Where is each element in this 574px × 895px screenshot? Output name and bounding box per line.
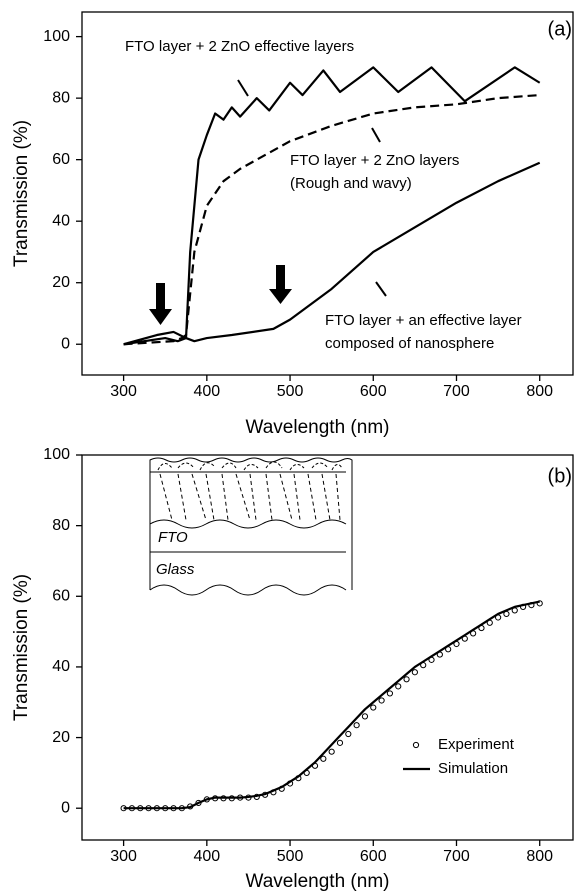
- arrow: [269, 265, 292, 304]
- y-tick-label: 100: [43, 28, 70, 45]
- chart-panel: 300 400 500 600 700 800 0 20 40 60 80 100 Wavelength…: [11, 446, 574, 892]
- data-point: [386, 690, 394, 697]
- y-tick-label: 0: [61, 335, 70, 352]
- arrow: [149, 283, 172, 325]
- data-point: [353, 722, 360, 729]
- leader-line: [375, 281, 387, 297]
- annotation: FTO layer + 2 ZnO layers: [290, 152, 459, 169]
- plot-frame: [81, 11, 574, 376]
- y-tick-label: 60: [52, 588, 70, 605]
- data-line: [123, 600, 540, 810]
- x-tick-label: 800: [526, 848, 553, 865]
- inset-wavy-interface: [149, 519, 347, 529]
- y-tick-label: 80: [52, 517, 70, 534]
- leader-lines: [237, 79, 387, 297]
- annotation: FTO layer + an effective layer: [325, 312, 522, 329]
- arrows: [149, 265, 292, 325]
- inset-outline: [149, 457, 353, 590]
- data-point: [378, 697, 385, 704]
- data-point: [411, 669, 418, 676]
- x-tick-label: 700: [443, 383, 470, 400]
- legend-symbol: [412, 741, 420, 749]
- y-tick-label: 40: [52, 212, 70, 229]
- x-tick-label: 600: [360, 848, 387, 865]
- data-point: [328, 748, 335, 755]
- y-axis-title: Transmission (%): [11, 574, 32, 721]
- panel-label: (b): [548, 465, 572, 487]
- y-tick-label: 80: [52, 89, 70, 106]
- x-tick-label: 600: [360, 383, 387, 400]
- annotation: (Rough and wavy): [290, 175, 412, 192]
- data-line: [123, 93, 540, 346]
- x-tick-label: 500: [277, 848, 304, 865]
- legend-label: Simulation: [438, 760, 508, 777]
- y-tick-label: 20: [52, 274, 70, 291]
- data-line: [123, 161, 541, 346]
- x-tick-label: 400: [193, 383, 220, 400]
- x-tick-label: 300: [110, 848, 137, 865]
- data-point: [370, 704, 377, 711]
- x-tick-label: 500: [277, 383, 304, 400]
- annotation: FTO layer + 2 ZnO effective layers: [125, 38, 354, 55]
- plot-frame: [81, 454, 574, 841]
- x-axis-title: Wavelength (nm): [246, 871, 390, 892]
- x-tick-label: 400: [193, 848, 220, 865]
- data-point: [395, 683, 402, 690]
- x-tick-label: 700: [443, 848, 470, 865]
- y-tick-label: 40: [52, 658, 70, 675]
- data-point: [320, 755, 327, 762]
- inset-nanospheres: [157, 461, 343, 471]
- data-line: [123, 66, 541, 346]
- x-tick-label: 300: [110, 383, 137, 400]
- panel-label: (a): [548, 18, 572, 40]
- data-point: [361, 713, 369, 720]
- y-tick-label: 0: [61, 799, 70, 816]
- x-axis-title: Wavelength (nm): [246, 417, 390, 438]
- inset-label: Glass: [156, 561, 195, 578]
- inset-columns: [159, 473, 341, 521]
- y-axis-title: Transmission (%): [11, 120, 32, 267]
- x-tick-label: 800: [526, 383, 553, 400]
- data-point: [403, 676, 410, 683]
- data-point: [336, 739, 344, 746]
- y-tick-label: 60: [52, 151, 70, 168]
- inset-label: FTO: [158, 529, 188, 546]
- data-point: [345, 730, 352, 738]
- annotation: composed of nanosphere: [325, 335, 494, 352]
- leader-line: [237, 79, 249, 97]
- chart-panel: 300 400 500 600 700 800 0 20 40 60 80 100 Wavelength…: [11, 11, 574, 438]
- leader-line: [371, 127, 381, 143]
- inset-schematic: [149, 457, 353, 596]
- y-tick-label: 100: [43, 446, 70, 463]
- legend-label: Experiment: [438, 736, 515, 753]
- y-tick-label: 20: [52, 729, 70, 746]
- inset-bottom: [149, 584, 347, 596]
